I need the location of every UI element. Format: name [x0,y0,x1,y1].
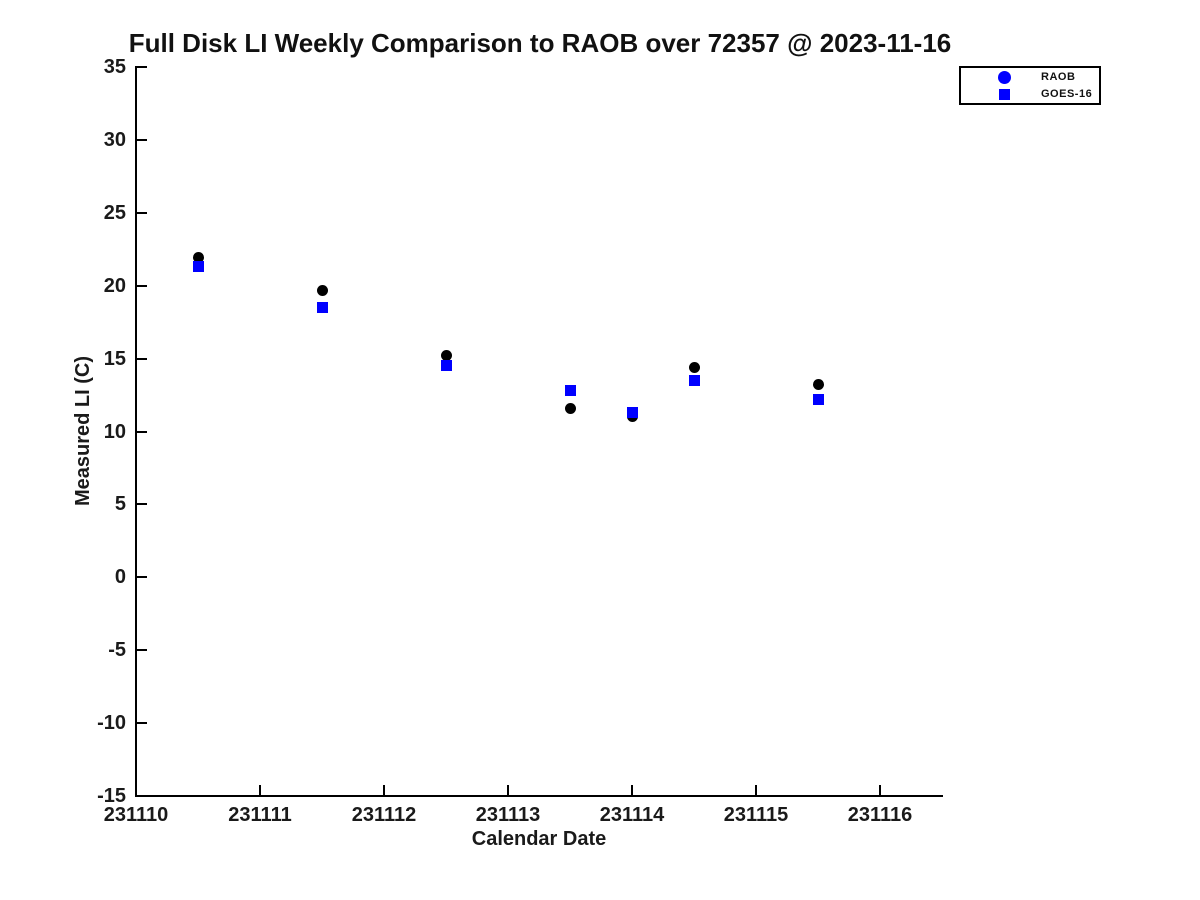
x-axis-line [135,795,943,797]
legend-entry-raob: RAOB [961,70,1099,85]
y-tick-label: 5 [114,493,126,516]
y-tick-label: 30 [103,128,126,151]
data-point-raob [440,350,452,362]
y-tick-label: -10 [97,712,126,735]
y-tick-label: 35 [103,56,126,78]
y-tick [136,430,147,433]
x-tick [135,785,137,796]
y-tick [136,211,147,214]
y-tick [136,722,147,725]
x-tick [631,785,633,796]
legend-marker-wrap [981,70,1027,84]
x-tick [507,785,509,796]
data-point-raob [316,284,328,296]
x-tick-label: 231110 [103,804,169,826]
legend: RAOB GOES-16 [959,66,1101,105]
data-point-raob [812,379,824,391]
x-tick-label: 231115 [723,804,789,826]
y-tick-label: 10 [103,420,126,443]
y-tick-label: 0 [114,566,126,589]
data-point-raob [688,361,700,373]
data-point-goes-16 [812,393,824,405]
x-tick-label: 231113 [475,804,541,826]
y-tick [136,576,147,579]
y-tick-label: 15 [103,347,126,370]
legend-label: GOES-16 [1041,88,1093,100]
data-point-goes-16 [688,374,700,386]
y-tick [136,649,147,652]
data-point-goes-16 [192,261,204,273]
chart-title: Full Disk LI Weekly Comparison to RAOB o… [128,28,952,58]
x-tick-label: 231116 [847,804,913,826]
legend-marker-wrap [981,88,1027,100]
data-point-goes-16 [564,385,576,397]
y-tick [136,357,147,360]
x-tick-label: 231114 [599,804,665,826]
legend-entry-goes-16: GOES-16 [961,87,1099,102]
x-tick [755,785,757,796]
x-tick [259,785,261,796]
data-point-raob [192,252,204,264]
legend-label: RAOB [1041,71,1076,83]
x-axis-label: Calendar Date [471,828,607,850]
y-tick [136,284,147,287]
y-tick [136,66,147,68]
x-tick-label: 231112 [351,804,417,826]
y-tick-label: 20 [103,274,126,297]
raob-marker-icon [997,70,1011,84]
goes-16-marker-icon [998,88,1010,100]
data-point-goes-16 [440,360,452,372]
y-tick-label: -5 [108,639,126,662]
y-tick-label: 25 [103,201,126,224]
x-tick [879,785,881,796]
plot-area [135,66,942,797]
x-tick [383,785,385,796]
y-tick-label: -15 [97,785,126,807]
y-tick [136,795,147,797]
data-point-raob [564,402,576,414]
x-tick-label: 231111 [228,804,292,826]
data-point-goes-16 [626,407,638,419]
y-tick [136,138,147,141]
data-point-goes-16 [316,302,328,314]
y-tick [136,503,147,506]
